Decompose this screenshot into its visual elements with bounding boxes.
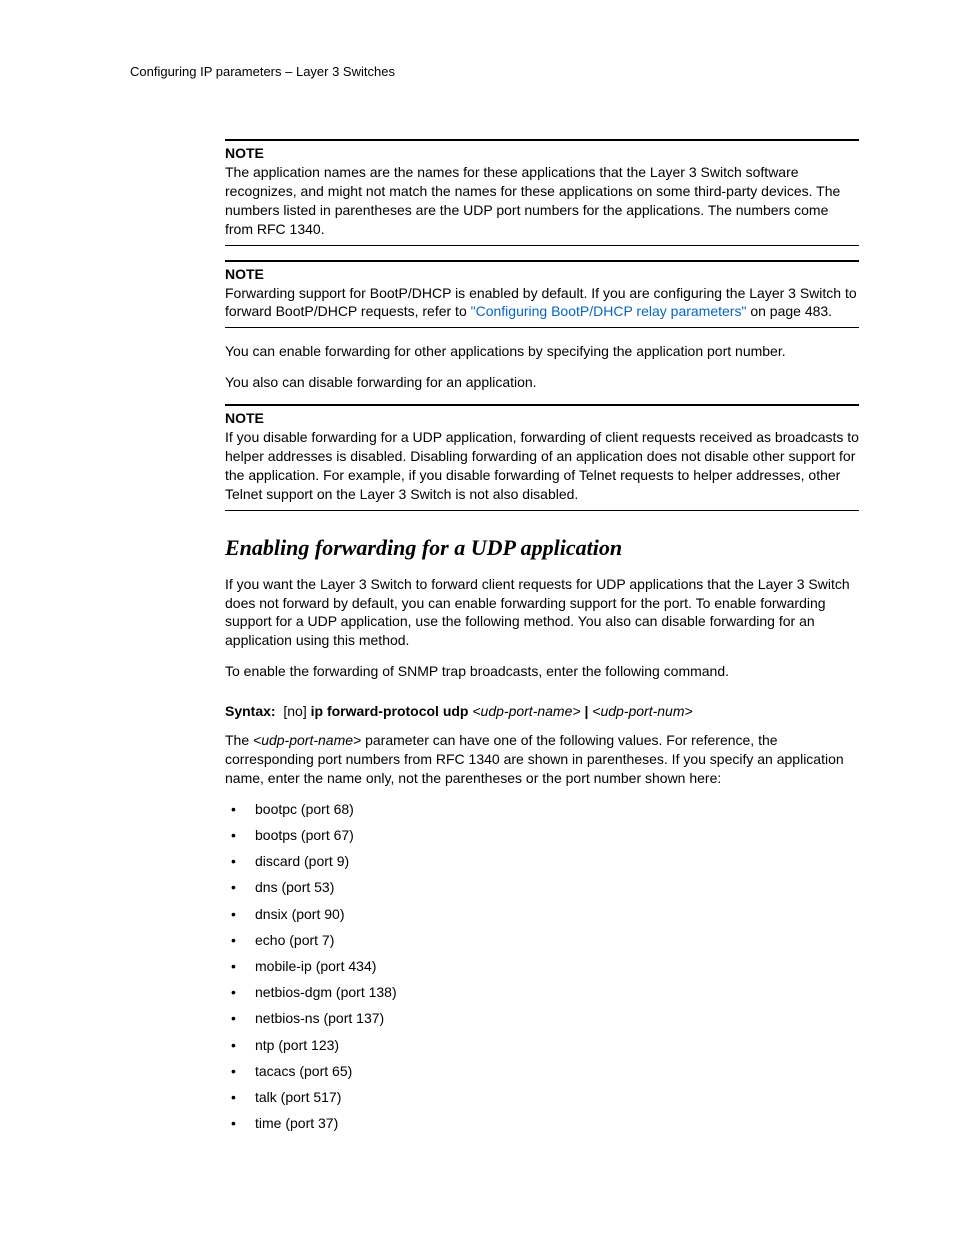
list-item: netbios-ns (port 137) (225, 1009, 859, 1027)
content-column: NOTE The application names are the names… (225, 139, 859, 1132)
note-body: Forwarding support for BootP/DHCP is ena… (225, 284, 859, 329)
para-italic: <udp-port-name> (253, 732, 361, 748)
syntax-arg: <udp-port-num> (592, 703, 692, 719)
paragraph: The <udp-port-name> parameter can have o… (225, 731, 859, 788)
para-text-pre: The (225, 732, 253, 748)
note-block-2: NOTE Forwarding support for BootP/DHCP i… (225, 260, 859, 329)
syntax-label: Syntax: (225, 703, 276, 719)
note-block-3: NOTE If you disable forwarding for a UDP… (225, 404, 859, 511)
list-item: echo (port 7) (225, 931, 859, 949)
note-label: NOTE (225, 141, 859, 163)
list-item: netbios-dgm (port 138) (225, 983, 859, 1001)
note-label: NOTE (225, 262, 859, 284)
syntax-no: [no] (283, 703, 306, 719)
paragraph: You can enable forwarding for other appl… (225, 342, 859, 361)
list-item: dns (port 53) (225, 878, 859, 896)
note-label: NOTE (225, 406, 859, 428)
port-list: bootpc (port 68) bootps (port 67) discar… (225, 800, 859, 1132)
list-item: dnsix (port 90) (225, 905, 859, 923)
list-item: bootpc (port 68) (225, 800, 859, 818)
list-item: bootps (port 67) (225, 826, 859, 844)
running-header: Configuring IP parameters – Layer 3 Swit… (130, 64, 859, 79)
section-heading: Enabling forwarding for a UDP applicatio… (225, 535, 859, 561)
syntax-line: Syntax: [no] ip forward-protocol udp <ud… (225, 703, 859, 719)
list-item: discard (port 9) (225, 852, 859, 870)
paragraph: You also can disable forwarding for an a… (225, 373, 859, 392)
list-item: time (port 37) (225, 1114, 859, 1132)
syntax-arg: <udp-port-name> (472, 703, 580, 719)
syntax-command: ip forward-protocol udp (311, 703, 469, 719)
note-body: If you disable forwarding for a UDP appl… (225, 428, 859, 511)
list-item: mobile-ip (port 434) (225, 957, 859, 975)
note-body: The application names are the names for … (225, 163, 859, 246)
list-item: ntp (port 123) (225, 1036, 859, 1054)
list-item: tacacs (port 65) (225, 1062, 859, 1080)
syntax-separator: | (584, 703, 588, 719)
xref-link[interactable]: "Configuring BootP/DHCP relay parameters… (471, 303, 747, 319)
list-item: talk (port 517) (225, 1088, 859, 1106)
note-text-post: on page 483. (746, 303, 832, 319)
note-block-1: NOTE The application names are the names… (225, 139, 859, 246)
page: Configuring IP parameters – Layer 3 Swit… (0, 0, 954, 1220)
paragraph: To enable the forwarding of SNMP trap br… (225, 662, 859, 681)
paragraph: If you want the Layer 3 Switch to forwar… (225, 575, 859, 651)
